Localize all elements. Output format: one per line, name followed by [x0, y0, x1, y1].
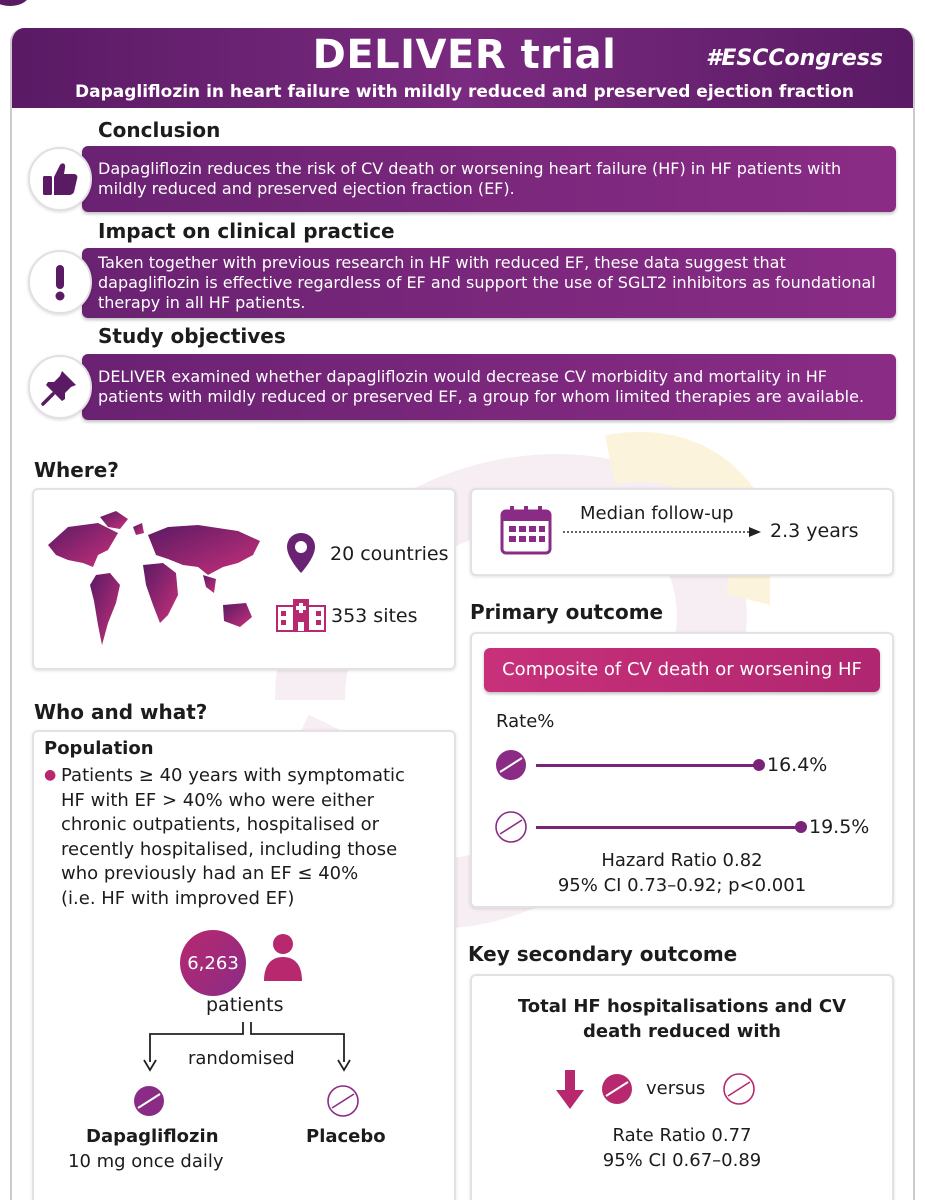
person-icon — [264, 934, 302, 981]
objectives-icon-circle — [28, 355, 92, 419]
sites-count: 353 sites — [331, 605, 418, 627]
objectives-text: DELIVER examined whether dapagliflozin w… — [98, 367, 865, 406]
arm2-name: Placebo — [306, 1126, 386, 1147]
top-decoration — [0, 0, 30, 6]
where-heading: Where? — [34, 458, 119, 482]
objectives-heading: Study objectives — [98, 324, 286, 348]
countries-count: 20 countries — [330, 543, 449, 565]
hashtag: #ESCCongress — [706, 46, 883, 71]
secondary-heading: Key secondary outcome — [468, 942, 738, 966]
followup-label: Median follow-up — [580, 503, 734, 524]
conclusion-text: Dapagliflozin reduces the risk of CV dea… — [98, 159, 842, 198]
population-line: (i.e. HF with improved EF) — [61, 887, 295, 909]
exclamation-icon — [55, 265, 65, 301]
impact-box: Taken together with previous research in… — [82, 248, 896, 318]
followup-arrow — [563, 527, 761, 537]
population-line: who previously had an EF ≤ 40% — [61, 863, 359, 885]
versus-label: versus — [646, 1078, 706, 1099]
infographic-frame: DELIVER trial #ESCCongress Dapagliflozin… — [10, 28, 915, 1200]
population-label: Population — [44, 738, 154, 759]
patients-label: patients — [206, 994, 284, 1016]
hospital-icon — [276, 599, 326, 632]
dapagliflozin-arm-pill-icon — [134, 1086, 164, 1116]
conclusion-icon-circle — [28, 147, 92, 211]
secondary-dapagliflozin-pill-icon — [602, 1074, 632, 1104]
patients-count: 6,263 — [187, 952, 239, 974]
randomisation-arrows — [143, 1022, 351, 1072]
dapagliflozin-pill-icon — [496, 750, 526, 780]
randomised-label: randomised — [188, 1048, 295, 1069]
rate-ratio: Rate Ratio 0.77 — [612, 1125, 752, 1146]
thumbs-up-icon — [43, 163, 78, 195]
primary-heading: Primary outcome — [470, 600, 664, 624]
header-banner: DELIVER trial #ESCCongress Dapagliflozin… — [12, 28, 913, 108]
calendar-icon — [500, 506, 552, 555]
location-pin-icon — [287, 533, 315, 573]
rate-label: Rate% — [496, 711, 555, 732]
pin-icon — [41, 371, 76, 406]
objectives-box: DELIVER examined whether dapagliflozin w… — [82, 354, 896, 420]
placebo-rate-line — [536, 826, 801, 829]
who-heading: Who and what? — [34, 700, 208, 724]
bullet-icon: ● — [44, 767, 57, 783]
rate-ratio-ci: 95% CI 0.67–0.89 — [602, 1150, 762, 1171]
impact-text: Taken together with previous research in… — [98, 253, 876, 312]
placebo-rate-dot — [795, 821, 807, 833]
dapagliflozin-rate-line — [536, 764, 759, 767]
world-map-icon — [48, 511, 260, 645]
secondary-line1: Total HF hospitalisations and CV — [517, 996, 847, 1017]
population-line: recently hospitalised, including those — [61, 838, 398, 860]
conclusion-box: Dapagliflozin reduces the risk of CV dea… — [82, 146, 896, 212]
population-line: chronic outpatients, hospitalised or — [61, 814, 380, 836]
population-lines: Patients ≥ 40 years with symptomatic HF … — [61, 764, 405, 912]
secondary-card — [470, 974, 894, 1200]
impact-icon-circle — [28, 250, 92, 314]
placebo-rate-value: 19.5% — [809, 816, 870, 838]
conclusion-heading: Conclusion — [98, 118, 221, 142]
subtitle: Dapagliflozin in heart failure with mild… — [75, 82, 854, 102]
secondary-placebo-pill-icon — [723, 1073, 755, 1105]
dapagliflozin-rate-value: 16.4% — [767, 754, 828, 776]
placebo-pill-icon — [495, 811, 527, 843]
dapagliflozin-rate-dot — [753, 759, 765, 771]
placebo-arm-pill-icon — [327, 1085, 359, 1117]
impact-heading: Impact on clinical practice — [98, 219, 395, 243]
population-line: HF with EF > 40% who were either — [61, 789, 374, 811]
composite-label-box: Composite of CV death or worsening HF — [484, 648, 880, 692]
secondary-line2: death reduced with — [583, 1021, 781, 1042]
composite-text: Composite of CV death or worsening HF — [502, 659, 862, 680]
down-arrow-icon — [556, 1070, 584, 1109]
arm1-name: Dapagliflozin — [86, 1126, 219, 1147]
patients-count-badge: 6,263 — [180, 930, 246, 996]
followup-value: 2.3 years — [770, 520, 859, 542]
hazard-ratio: Hazard Ratio 0.82 — [601, 850, 763, 871]
page-title: DELIVER trial — [312, 32, 617, 78]
hazard-ratio-ci: 95% CI 0.73–0.92; p<0.001 — [557, 875, 807, 896]
population-line: Patients ≥ 40 years with symptomatic — [61, 765, 405, 786]
arm1-dose: 10 mg once daily — [68, 1151, 224, 1172]
